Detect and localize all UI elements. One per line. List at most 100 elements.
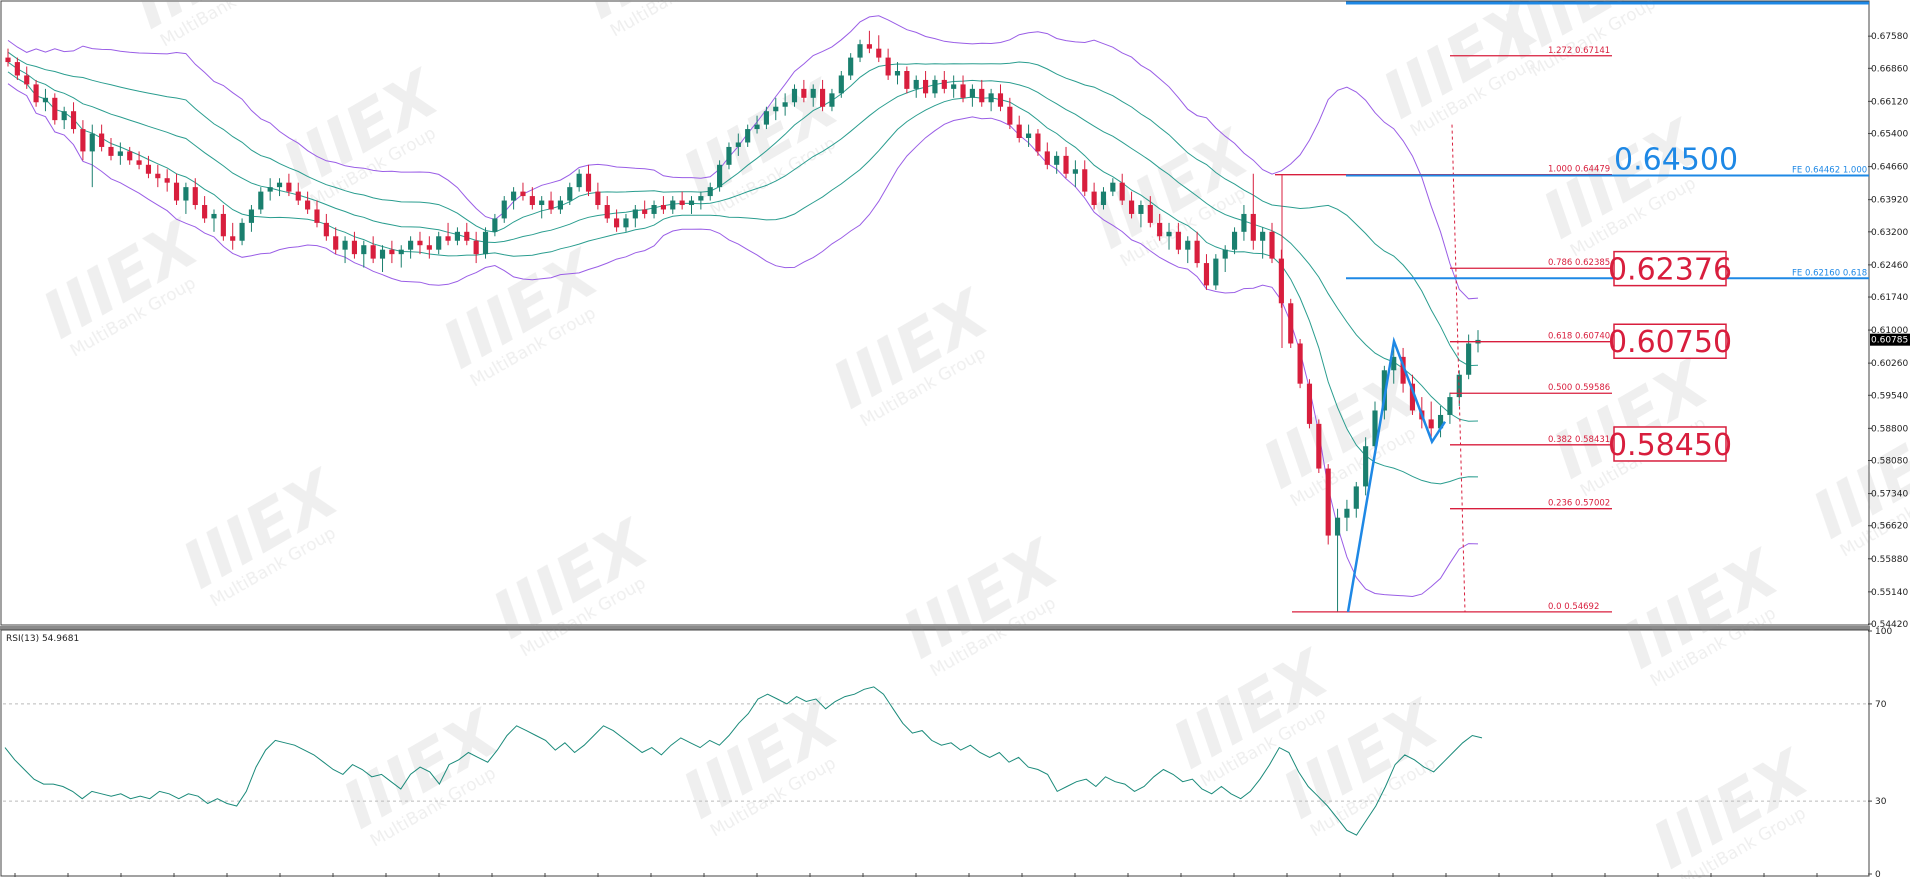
candle-body xyxy=(735,142,741,147)
candle-body xyxy=(136,160,142,165)
price-tick-label: 0.54420 xyxy=(1871,620,1908,630)
candle-body xyxy=(539,200,545,206)
candle-body xyxy=(1166,231,1172,237)
candle-body xyxy=(155,173,161,179)
candle-body xyxy=(323,222,329,237)
candle-body xyxy=(1185,240,1191,250)
candle-body xyxy=(183,187,189,201)
candle-body xyxy=(951,84,957,89)
candle-body xyxy=(857,44,863,58)
candle-body xyxy=(585,173,592,192)
callout-box xyxy=(1613,426,1727,462)
candle-body xyxy=(1203,263,1210,286)
candle-body xyxy=(1269,231,1275,259)
candle-body xyxy=(5,57,11,63)
price-tick-label: 0.58800 xyxy=(1871,424,1908,434)
rsi-tick-label: 100 xyxy=(1875,627,1892,637)
candle-body xyxy=(14,62,20,76)
candle-body xyxy=(932,79,938,94)
candle-body xyxy=(24,75,30,85)
price-tick-label: 0.62460 xyxy=(1871,261,1908,271)
candle-body xyxy=(445,236,451,241)
candle-body xyxy=(117,151,123,156)
candle-body xyxy=(426,245,432,250)
candle-body xyxy=(202,205,208,219)
candle-body xyxy=(286,182,292,192)
candle-body xyxy=(145,164,152,174)
candle-body xyxy=(997,93,1004,107)
candle-body xyxy=(567,187,573,201)
candle-body xyxy=(267,187,273,192)
candle-body xyxy=(258,191,264,210)
candle-body xyxy=(501,200,507,219)
candle-body xyxy=(61,111,67,121)
fe-level-label: FE 0.64462 1.000 xyxy=(1792,165,1867,175)
candle-body xyxy=(239,222,245,241)
candle-body xyxy=(623,218,629,228)
callout-label: 0.58450 xyxy=(1608,428,1732,463)
price-tick-label: 0.63200 xyxy=(1871,228,1908,238)
candle-body xyxy=(1119,182,1125,201)
last-price-label: 0.60785 xyxy=(1871,336,1908,346)
candle-body xyxy=(876,48,882,58)
candle-body xyxy=(398,249,404,255)
candle-body xyxy=(988,93,994,103)
candle-body xyxy=(1007,106,1013,125)
candle-body xyxy=(614,218,620,228)
candle-body xyxy=(361,245,367,255)
candle-body xyxy=(1025,133,1032,139)
candle-body xyxy=(1344,508,1350,518)
candle-body xyxy=(520,191,526,197)
candle-body xyxy=(679,200,685,206)
candle-body xyxy=(1456,374,1462,398)
candle-body xyxy=(417,240,423,246)
candle-body xyxy=(979,88,985,103)
candle-body xyxy=(969,88,975,98)
candle-body xyxy=(904,71,910,89)
fib-time-line xyxy=(1451,124,1466,612)
price-tick-label: 0.66120 xyxy=(1871,97,1908,107)
candle-body xyxy=(1297,343,1303,384)
candle-body xyxy=(89,133,95,152)
candle-body xyxy=(1400,356,1406,384)
candle-body xyxy=(1035,133,1041,152)
fib-level-label: 0.786 0.62385 xyxy=(1548,258,1610,268)
candle-body xyxy=(1409,383,1416,411)
candle-body xyxy=(829,93,835,107)
candle-body xyxy=(1138,205,1144,214)
candle-body xyxy=(1278,258,1284,304)
price-tick-label: 0.55880 xyxy=(1871,555,1908,565)
candle-body xyxy=(1306,383,1313,424)
candle-body xyxy=(660,205,666,210)
price-tick-label: 0.55140 xyxy=(1871,588,1908,598)
candle-body xyxy=(642,209,648,214)
bollinger-outer-upper xyxy=(7,15,1479,300)
candle-body xyxy=(1363,446,1369,487)
candle-body xyxy=(717,164,723,188)
candle-body xyxy=(1334,517,1341,536)
price-tick-label: 0.60260 xyxy=(1871,359,1908,369)
price-tick-label: 0.57340 xyxy=(1871,490,1908,500)
candle-body xyxy=(164,178,170,183)
price-tick-label: 0.58080 xyxy=(1871,457,1908,467)
candle-body xyxy=(192,187,198,206)
fib-level-label: 0.500 0.59586 xyxy=(1548,383,1610,393)
candle-body xyxy=(801,88,807,98)
price-tick-label: 0.66860 xyxy=(1871,64,1908,74)
candle-body xyxy=(1316,423,1322,469)
candle-body xyxy=(1231,231,1238,250)
candle-body xyxy=(632,209,638,219)
candle-body xyxy=(1437,414,1444,429)
candle-body xyxy=(960,84,966,98)
candle-body xyxy=(1091,191,1097,206)
